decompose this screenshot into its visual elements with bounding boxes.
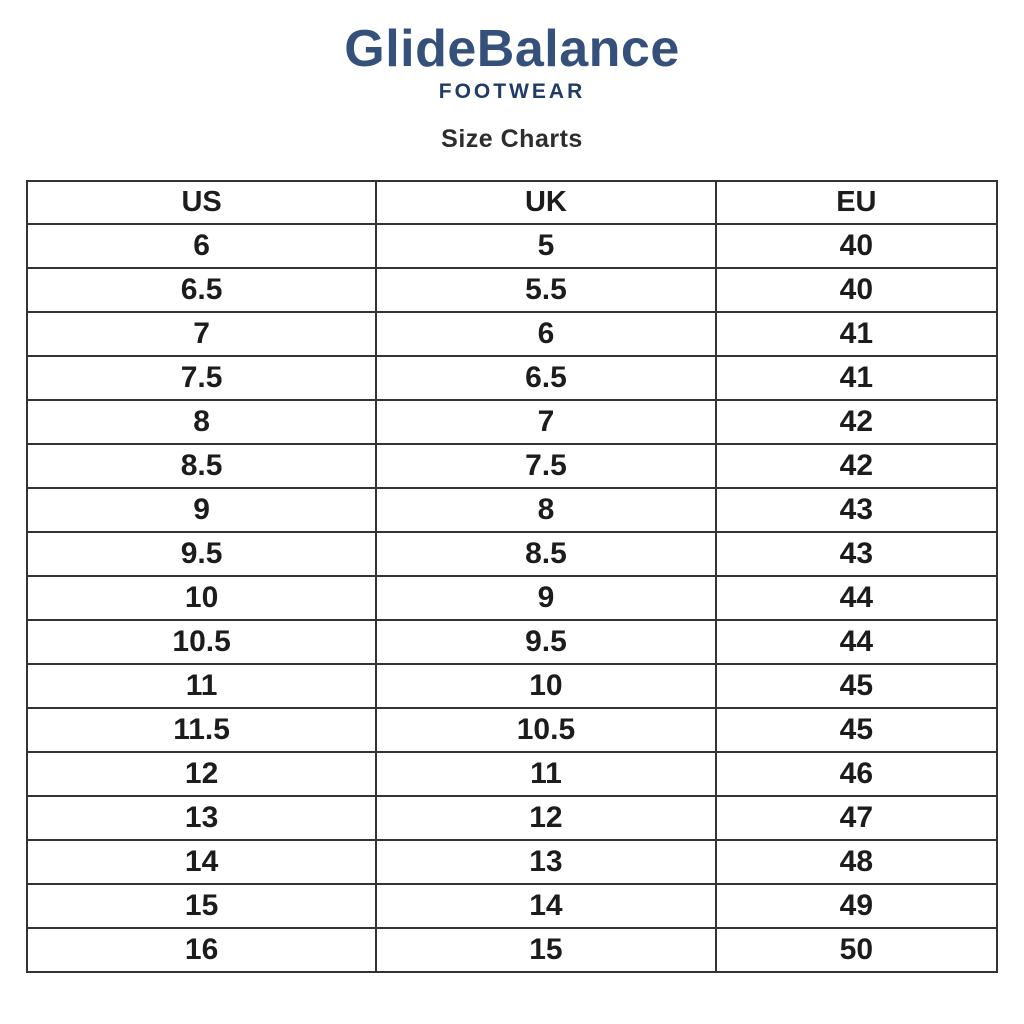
table-row: 6 5 40 — [25, 222, 999, 269]
size-cell: 49 — [714, 882, 999, 929]
size-cell: 13 — [25, 794, 378, 841]
table-row: 16 15 50 — [25, 926, 999, 973]
size-cell: 45 — [714, 662, 999, 709]
brand-name: GlideBalance — [344, 20, 680, 78]
size-cell: 42 — [714, 398, 999, 445]
size-cell: 47 — [714, 794, 999, 841]
size-cell: 16 — [25, 926, 378, 973]
brand-header: GlideBalance FOOTWEAR Size Charts — [0, 0, 1024, 154]
column-header-uk: UK — [375, 179, 717, 225]
table-row: 10.5 9.5 44 — [25, 618, 999, 665]
size-cell: 10.5 — [25, 618, 378, 665]
size-cell: 10 — [25, 574, 378, 621]
size-cell: 6 — [25, 222, 378, 269]
size-cell: 10 — [375, 662, 717, 709]
size-cell: 40 — [714, 222, 999, 269]
size-cell: 8 — [375, 486, 717, 533]
size-cell: 11 — [25, 662, 378, 709]
size-cell: 9.5 — [375, 618, 717, 665]
size-cell: 43 — [714, 486, 999, 533]
size-cell: 8.5 — [25, 442, 378, 489]
size-cell: 10.5 — [375, 706, 717, 753]
brand-tagline: FOOTWEAR — [438, 79, 586, 103]
size-cell: 43 — [714, 530, 999, 577]
size-cell: 8.5 — [375, 530, 717, 577]
size-cell: 14 — [375, 882, 717, 929]
size-cell: 45 — [714, 706, 999, 753]
page-title: Size Charts — [441, 124, 583, 153]
size-cell: 12 — [25, 750, 378, 797]
table-row: 7.5 6.5 41 — [25, 354, 999, 401]
size-cell: 7 — [375, 398, 717, 445]
size-cell: 44 — [714, 574, 999, 621]
table-row: 12 11 46 — [25, 750, 999, 797]
size-cell: 41 — [714, 354, 999, 401]
table-row: 11.5 10.5 45 — [25, 706, 999, 753]
size-cell: 9 — [25, 486, 378, 533]
size-cell: 7 — [25, 310, 378, 357]
table-row: 14 13 48 — [25, 838, 999, 885]
size-cell: 5 — [375, 222, 717, 269]
size-cell: 50 — [714, 926, 999, 973]
size-chart-table: US UK EU 6 5 40 6.5 5.5 40 7 6 41 7.5 6.5 41 8 7 42 8.5… — [25, 179, 999, 973]
size-cell: 6 — [375, 310, 717, 357]
table-row: 15 14 49 — [25, 882, 999, 929]
size-cell: 5.5 — [375, 266, 717, 313]
size-cell: 48 — [714, 838, 999, 885]
size-cell: 7.5 — [25, 354, 378, 401]
table-header-row: US UK EU — [25, 179, 999, 225]
table-row: 6.5 5.5 40 — [25, 266, 999, 313]
column-header-eu: EU — [714, 179, 999, 225]
size-cell: 9.5 — [25, 530, 378, 577]
size-cell: 6.5 — [25, 266, 378, 313]
size-cell: 42 — [714, 442, 999, 489]
column-header-us: US — [25, 179, 378, 225]
size-cell: 44 — [714, 618, 999, 665]
size-cell: 41 — [714, 310, 999, 357]
table-row: 11 10 45 — [25, 662, 999, 709]
size-chart-body: 6 5 40 6.5 5.5 40 7 6 41 7.5 6.5 41 8 7 42 8.5 7.5 42 9 8 43… — [25, 222, 999, 973]
table-row: 9.5 8.5 43 — [25, 530, 999, 577]
size-cell: 14 — [25, 838, 378, 885]
table-row: 13 12 47 — [25, 794, 999, 841]
size-cell: 7.5 — [375, 442, 717, 489]
size-cell: 46 — [714, 750, 999, 797]
size-cell: 11.5 — [25, 706, 378, 753]
size-cell: 11 — [375, 750, 717, 797]
size-cell: 15 — [375, 926, 717, 973]
table-row: 8.5 7.5 42 — [25, 442, 999, 489]
table-row: 7 6 41 — [25, 310, 999, 357]
size-cell: 9 — [375, 574, 717, 621]
size-cell: 40 — [714, 266, 999, 313]
size-cell: 8 — [25, 398, 378, 445]
size-cell: 6.5 — [375, 354, 717, 401]
table-row: 10 9 44 — [25, 574, 999, 621]
size-cell: 13 — [375, 838, 717, 885]
table-row: 8 7 42 — [25, 398, 999, 445]
table-row: 9 8 43 — [25, 486, 999, 533]
size-cell: 12 — [375, 794, 717, 841]
size-cell: 15 — [25, 882, 378, 929]
